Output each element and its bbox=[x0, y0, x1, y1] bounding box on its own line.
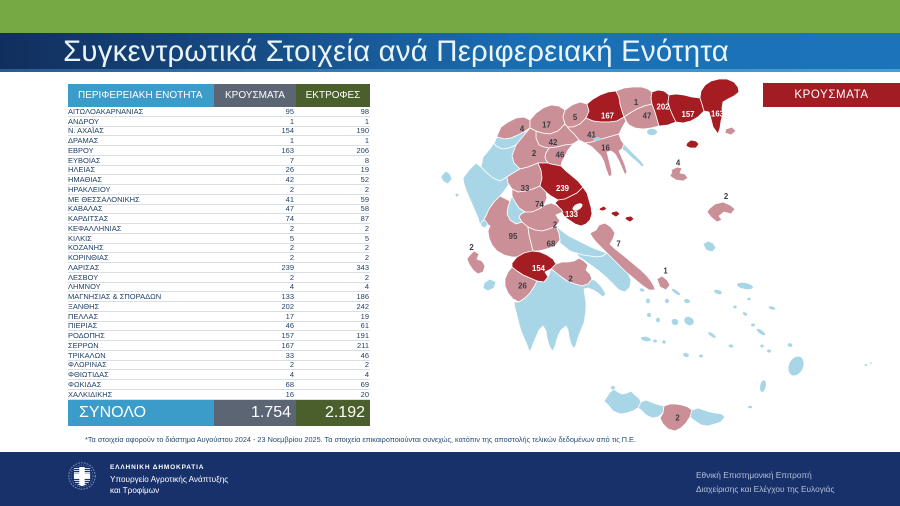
svg-text:154: 154 bbox=[532, 264, 546, 273]
svg-text:2: 2 bbox=[553, 221, 558, 230]
svg-text:239: 239 bbox=[556, 184, 570, 193]
svg-text:95: 95 bbox=[509, 232, 518, 241]
svg-text:26: 26 bbox=[518, 282, 527, 291]
svg-text:167: 167 bbox=[601, 112, 614, 121]
svg-text:2: 2 bbox=[532, 149, 537, 158]
svg-text:133: 133 bbox=[565, 210, 579, 219]
svg-text:74: 74 bbox=[535, 200, 544, 209]
svg-text:1: 1 bbox=[663, 267, 668, 276]
svg-text:4: 4 bbox=[520, 125, 525, 134]
svg-text:4: 4 bbox=[676, 159, 681, 168]
svg-text:16: 16 bbox=[601, 144, 610, 153]
svg-text:46: 46 bbox=[556, 151, 565, 160]
svg-text:7: 7 bbox=[616, 240, 620, 249]
svg-text:2: 2 bbox=[724, 192, 729, 201]
svg-text:68: 68 bbox=[547, 240, 556, 249]
svg-text:2: 2 bbox=[568, 275, 573, 284]
svg-text:41: 41 bbox=[587, 131, 596, 140]
svg-text:33: 33 bbox=[521, 184, 530, 193]
svg-text:163: 163 bbox=[711, 110, 725, 119]
svg-text:202: 202 bbox=[656, 103, 670, 112]
svg-text:157: 157 bbox=[681, 110, 694, 119]
svg-text:42: 42 bbox=[549, 138, 558, 147]
svg-text:2: 2 bbox=[675, 414, 680, 423]
svg-text:17: 17 bbox=[542, 121, 551, 130]
svg-text:2: 2 bbox=[469, 243, 474, 252]
svg-text:5: 5 bbox=[573, 113, 578, 122]
svg-text:1: 1 bbox=[634, 98, 639, 107]
svg-text:47: 47 bbox=[643, 112, 652, 121]
